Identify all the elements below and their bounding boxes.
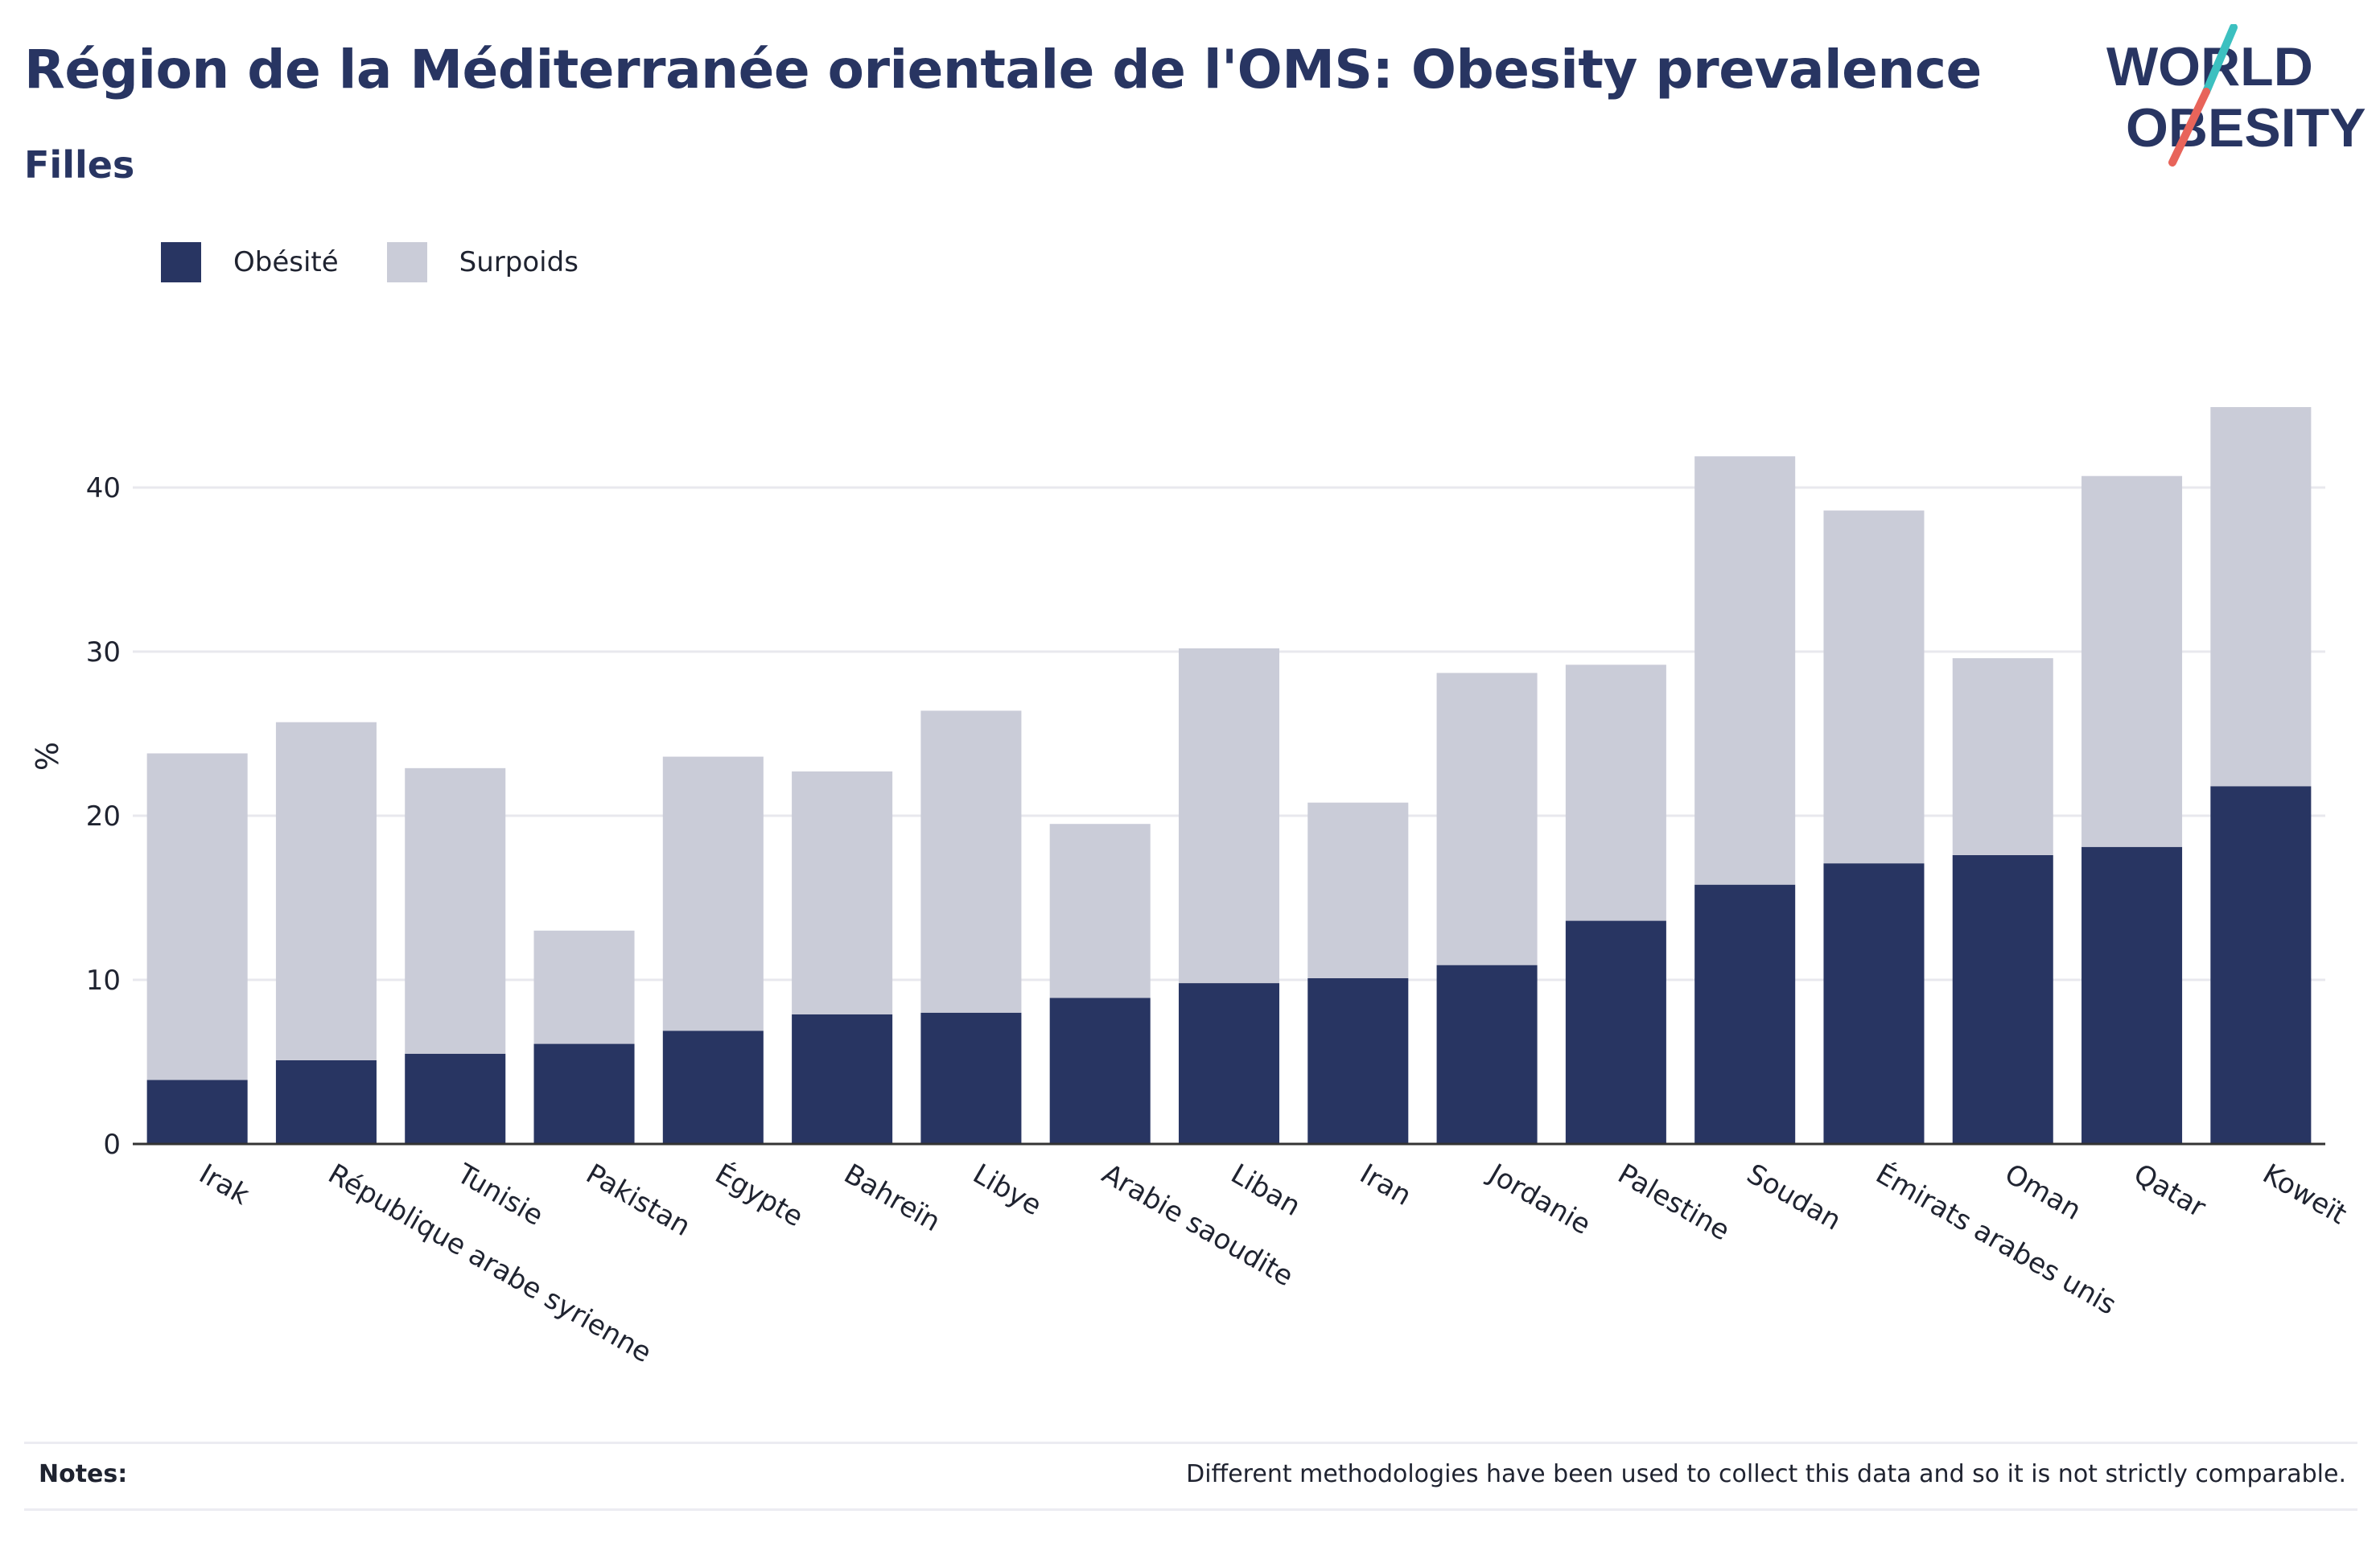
bar-obesity	[1178, 983, 1280, 1144]
bar-obesity	[2081, 846, 2183, 1144]
x-tick-label: Bahreïn	[838, 1158, 945, 1238]
x-tick-label: Égypte	[710, 1157, 809, 1233]
bar-overweight	[1823, 510, 1925, 864]
logo-slash-coral	[2168, 88, 2210, 167]
legend-item-overweight[interactable]: Surpoids	[386, 242, 579, 282]
notes-label: Notes:	[39, 1460, 128, 1488]
bar-overweight	[662, 756, 764, 1031]
chart-legend: Obésité Surpoids	[161, 238, 627, 286]
y-axis-label: %	[30, 742, 65, 771]
legend-label-overweight: Surpoids	[459, 246, 579, 278]
bar-overweight	[146, 753, 248, 1080]
bar-overweight	[1436, 673, 1538, 965]
x-tick-label: Oman	[1999, 1158, 2087, 1227]
x-tick-label: Libye	[967, 1158, 1047, 1222]
x-tick-label: Iran	[1354, 1158, 1416, 1212]
bar-obesity	[1049, 998, 1151, 1144]
bar-overweight	[1178, 648, 1280, 984]
logo-slash-teal	[2202, 24, 2238, 96]
bar-obesity	[146, 1080, 248, 1144]
bar-obesity	[1307, 977, 1409, 1144]
bar-overweight	[2210, 407, 2312, 787]
y-tick-label: 30	[86, 636, 121, 669]
bar-obesity	[920, 1012, 1022, 1144]
bar-obesity	[2210, 786, 2312, 1144]
bar-overweight	[920, 710, 1022, 1013]
bar-obesity	[405, 1053, 506, 1144]
bar-overweight	[1565, 664, 1666, 921]
bar-obesity	[533, 1043, 635, 1144]
x-tick-label: Tunisie	[451, 1158, 549, 1232]
bar-obesity	[792, 1014, 893, 1144]
legend-label-obesity: Obésité	[233, 246, 339, 278]
bar-overweight	[1694, 456, 1796, 885]
bar-overweight	[1049, 824, 1151, 998]
x-tick-label: Irak	[194, 1158, 255, 1212]
bar-obesity	[1952, 854, 2053, 1144]
y-tick-label: 20	[86, 800, 121, 833]
legend-swatch-overweight	[386, 242, 427, 282]
y-tick-label: 0	[103, 1129, 121, 1161]
x-tick-label: Koweït	[2257, 1158, 2352, 1231]
x-tick-label: Émirats arabes unis	[1870, 1157, 2122, 1321]
x-tick-label: Palestine	[1612, 1158, 1736, 1247]
bar-overweight	[405, 767, 506, 1054]
legend-item-obesity[interactable]: Obésité	[161, 242, 339, 282]
bar-overweight	[533, 930, 635, 1044]
bar-obesity	[1823, 863, 1925, 1144]
bar-overweight	[1952, 658, 2053, 855]
world-obesity-logo: WORLD OBESITY	[2106, 24, 2366, 167]
bar-overweight	[2081, 475, 2183, 847]
x-tick-label: Qatar	[2128, 1158, 2211, 1224]
page-subtitle: Filles	[24, 143, 135, 187]
notes-text: Different methodologies have been used t…	[1186, 1460, 2346, 1488]
bar-overweight	[1307, 802, 1409, 978]
bar-overweight	[275, 722, 377, 1060]
logo-word-obesity: OBESITY	[2126, 97, 2366, 158]
y-tick-label: 10	[86, 965, 121, 997]
notes-bar: Notes: Different methodologies have been…	[24, 1442, 2357, 1511]
legend-swatch-obesity	[161, 242, 201, 282]
bar-obesity	[1436, 965, 1538, 1144]
x-tick-label: Soudan	[1741, 1158, 1847, 1237]
bar-obesity	[1694, 884, 1796, 1144]
x-tick-label: Liban	[1225, 1158, 1306, 1223]
bar-obesity	[275, 1059, 377, 1144]
y-tick-label: 40	[86, 472, 121, 504]
bar-overweight	[792, 771, 893, 1014]
x-tick-label: Jordanie	[1482, 1157, 1596, 1241]
page-title: Région de la Méditerranée orientale de l…	[24, 39, 1982, 101]
x-tick-label: Pakistan	[581, 1158, 696, 1243]
bar-obesity	[662, 1031, 764, 1144]
bar-obesity	[1565, 920, 1666, 1144]
